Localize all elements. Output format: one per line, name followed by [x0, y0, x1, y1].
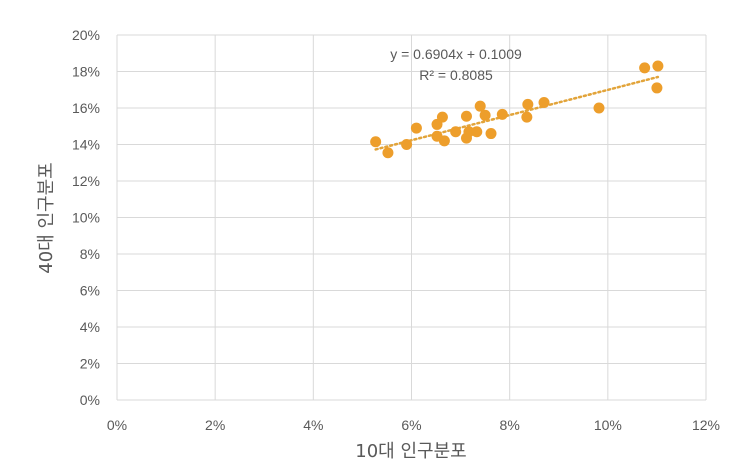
data-point	[436, 111, 448, 123]
data-point	[471, 126, 483, 138]
y-tick-label: 20%	[72, 27, 100, 43]
y-tick-label: 0%	[80, 392, 100, 408]
data-point	[479, 109, 491, 121]
tick-labels: 0% 2% 4% 6% 8% 10% 12% 14% 16% 18% 20% 0% 2% 4% 6% 8% 10…	[72, 27, 720, 433]
y-tick-label: 8%	[80, 246, 100, 262]
data-points	[370, 60, 664, 159]
y-tick-label: 2%	[80, 356, 100, 372]
y-tick-label: 18%	[72, 64, 100, 80]
x-tick-label: 12%	[692, 417, 720, 433]
data-point	[438, 135, 450, 147]
trendline-group	[374, 75, 660, 151]
y-tick-label: 12%	[72, 173, 100, 189]
trendline	[374, 75, 660, 151]
y-tick-label: 10%	[72, 210, 100, 226]
data-point	[651, 82, 663, 94]
y-tick-label: 4%	[80, 319, 100, 335]
data-point	[474, 100, 486, 112]
x-tick-label: 0%	[107, 417, 127, 433]
x-tick-label: 10%	[594, 417, 622, 433]
r-squared-label: R² = 0.8085	[419, 67, 493, 83]
x-tick-label: 2%	[205, 417, 225, 433]
trendline-equation: y = 0.6904x + 0.1009	[390, 46, 522, 62]
grid-lines	[116, 34, 707, 401]
y-axis-title: 40대 인구분포	[36, 162, 57, 273]
x-tick-label: 4%	[303, 417, 323, 433]
data-point	[496, 108, 508, 120]
data-point	[460, 110, 472, 122]
y-tick-label: 6%	[80, 283, 100, 299]
data-point	[593, 102, 605, 114]
data-point	[652, 60, 664, 72]
data-point	[639, 62, 651, 74]
data-point	[521, 111, 533, 123]
data-point	[463, 126, 475, 138]
y-tick-label: 14%	[72, 137, 100, 153]
y-tick-label: 16%	[72, 100, 100, 116]
data-point	[538, 97, 550, 109]
x-tick-label: 8%	[500, 417, 520, 433]
data-point	[370, 136, 382, 148]
x-axis-title: 10대 인구분포	[355, 441, 466, 462]
data-point	[485, 128, 497, 140]
x-tick-label: 6%	[401, 417, 421, 433]
data-point	[382, 147, 394, 159]
data-point	[410, 122, 422, 134]
data-point	[450, 126, 462, 138]
data-point	[522, 98, 534, 110]
data-point	[401, 139, 413, 150]
